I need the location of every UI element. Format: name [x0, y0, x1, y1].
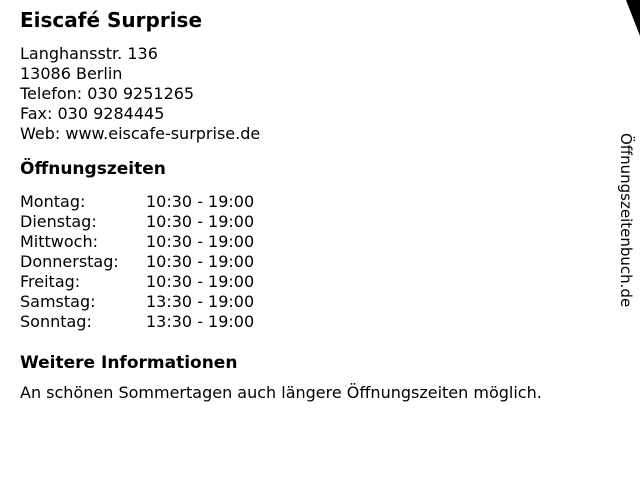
- day-label: Mittwoch:: [20, 232, 98, 251]
- contact-web: Web: www.eiscafe-surprise.de: [20, 124, 261, 143]
- day-label: Donnerstag:: [20, 252, 119, 271]
- page-title: Eiscafé Surprise: [20, 8, 203, 32]
- hours-value: 10:30 - 19:00: [146, 252, 255, 271]
- table-row: Montag: 10:30 - 19:00: [20, 192, 254, 212]
- hours-value: 13:30 - 19:00: [146, 312, 255, 331]
- table-row: Freitag: 10:30 - 19:00: [20, 272, 254, 292]
- day-label: Samstag:: [20, 292, 96, 311]
- corner-triangle-icon: [626, 0, 640, 36]
- table-row: Sonntag: 13:30 - 19:00: [20, 312, 254, 332]
- hours-value: 10:30 - 19:00: [146, 232, 255, 251]
- contact-fax: Fax: 030 9284445: [20, 104, 165, 123]
- hours-value: 10:30 - 19:00: [146, 212, 255, 231]
- more-info-text: An schönen Sommertagen auch längere Öffn…: [20, 383, 542, 402]
- day-label: Dienstag:: [20, 212, 97, 231]
- more-info-heading: Weitere Informationen: [20, 353, 238, 373]
- contact-street: Langhansstr. 136: [20, 44, 158, 63]
- contact-city: 13086 Berlin: [20, 64, 123, 83]
- contact-block: Langhansstr. 136 13086 Berlin Telefon: 0…: [20, 44, 260, 144]
- table-row: Dienstag: 10:30 - 19:00: [20, 212, 254, 232]
- opening-hours-table: Montag: 10:30 - 19:00 Dienstag: 10:30 - 19…: [20, 192, 254, 332]
- table-row: Samstag: 13:30 - 19:00: [20, 292, 254, 312]
- day-label: Freitag:: [20, 272, 81, 291]
- watermark-vertical-label: Öffnungszeitenbuch.de: [617, 133, 635, 308]
- table-row: Mittwoch: 10:30 - 19:00: [20, 232, 254, 252]
- opening-hours-heading: Öffnungszeiten: [20, 159, 166, 179]
- day-label: Sonntag:: [20, 312, 92, 331]
- hours-value: 10:30 - 19:00: [146, 272, 255, 291]
- day-label: Montag:: [20, 192, 86, 211]
- table-row: Donnerstag: 10:30 - 19:00: [20, 252, 254, 272]
- contact-phone: Telefon: 030 9251265: [20, 84, 195, 103]
- hours-value: 13:30 - 19:00: [146, 292, 255, 311]
- hours-value: 10:30 - 19:00: [146, 192, 255, 211]
